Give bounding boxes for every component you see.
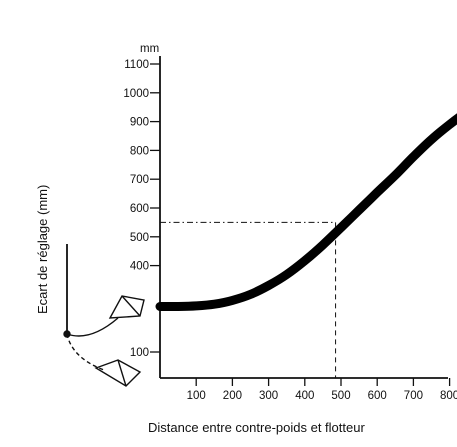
x-tick-label: 600 bbox=[368, 390, 387, 402]
y-tick-label: 100 bbox=[130, 347, 149, 359]
x-tick-label: 300 bbox=[259, 390, 278, 402]
float-arm-lower bbox=[66, 333, 105, 371]
float-counterweight-sketch-icon bbox=[63, 244, 145, 387]
float-lower-detail bbox=[117, 359, 127, 387]
x-axis-title: Distance entre contre-poids et flotteur bbox=[148, 420, 365, 435]
tick-layer: 100 400 500 600 700 800 900 1000 1100 100 200 300 40… bbox=[123, 59, 457, 402]
x-tick-label: 100 bbox=[187, 390, 206, 402]
y-tick-label: 800 bbox=[130, 145, 149, 157]
float-upper bbox=[108, 295, 145, 319]
x-tick-label: 500 bbox=[331, 390, 350, 402]
y-tick-label: 400 bbox=[130, 261, 149, 273]
y-tick-label: 1100 bbox=[124, 59, 149, 71]
y-tick-label: 500 bbox=[130, 232, 149, 244]
float-arm-upper bbox=[66, 317, 119, 337]
x-tick-label: 400 bbox=[295, 390, 314, 402]
y-tick-label: 600 bbox=[130, 203, 149, 215]
float-upper-detail bbox=[121, 295, 141, 317]
x-tick-label: 700 bbox=[404, 390, 423, 402]
x-tick-label: 200 bbox=[223, 390, 242, 402]
x-tick-label: 800 bbox=[440, 390, 457, 402]
reference-lines bbox=[160, 221, 337, 378]
series-layer bbox=[155, 113, 457, 312]
y-axis: mm bbox=[140, 43, 161, 378]
float-lower bbox=[94, 359, 142, 387]
y-axis-unit: mm bbox=[140, 43, 159, 55]
y-tick-label: 1000 bbox=[123, 88, 149, 100]
y-axis-title: Ecart de réglage (mm) bbox=[35, 185, 50, 314]
series-line bbox=[155, 113, 457, 312]
y-tick-label: 700 bbox=[130, 174, 149, 186]
y-tick-label: 900 bbox=[130, 117, 149, 129]
